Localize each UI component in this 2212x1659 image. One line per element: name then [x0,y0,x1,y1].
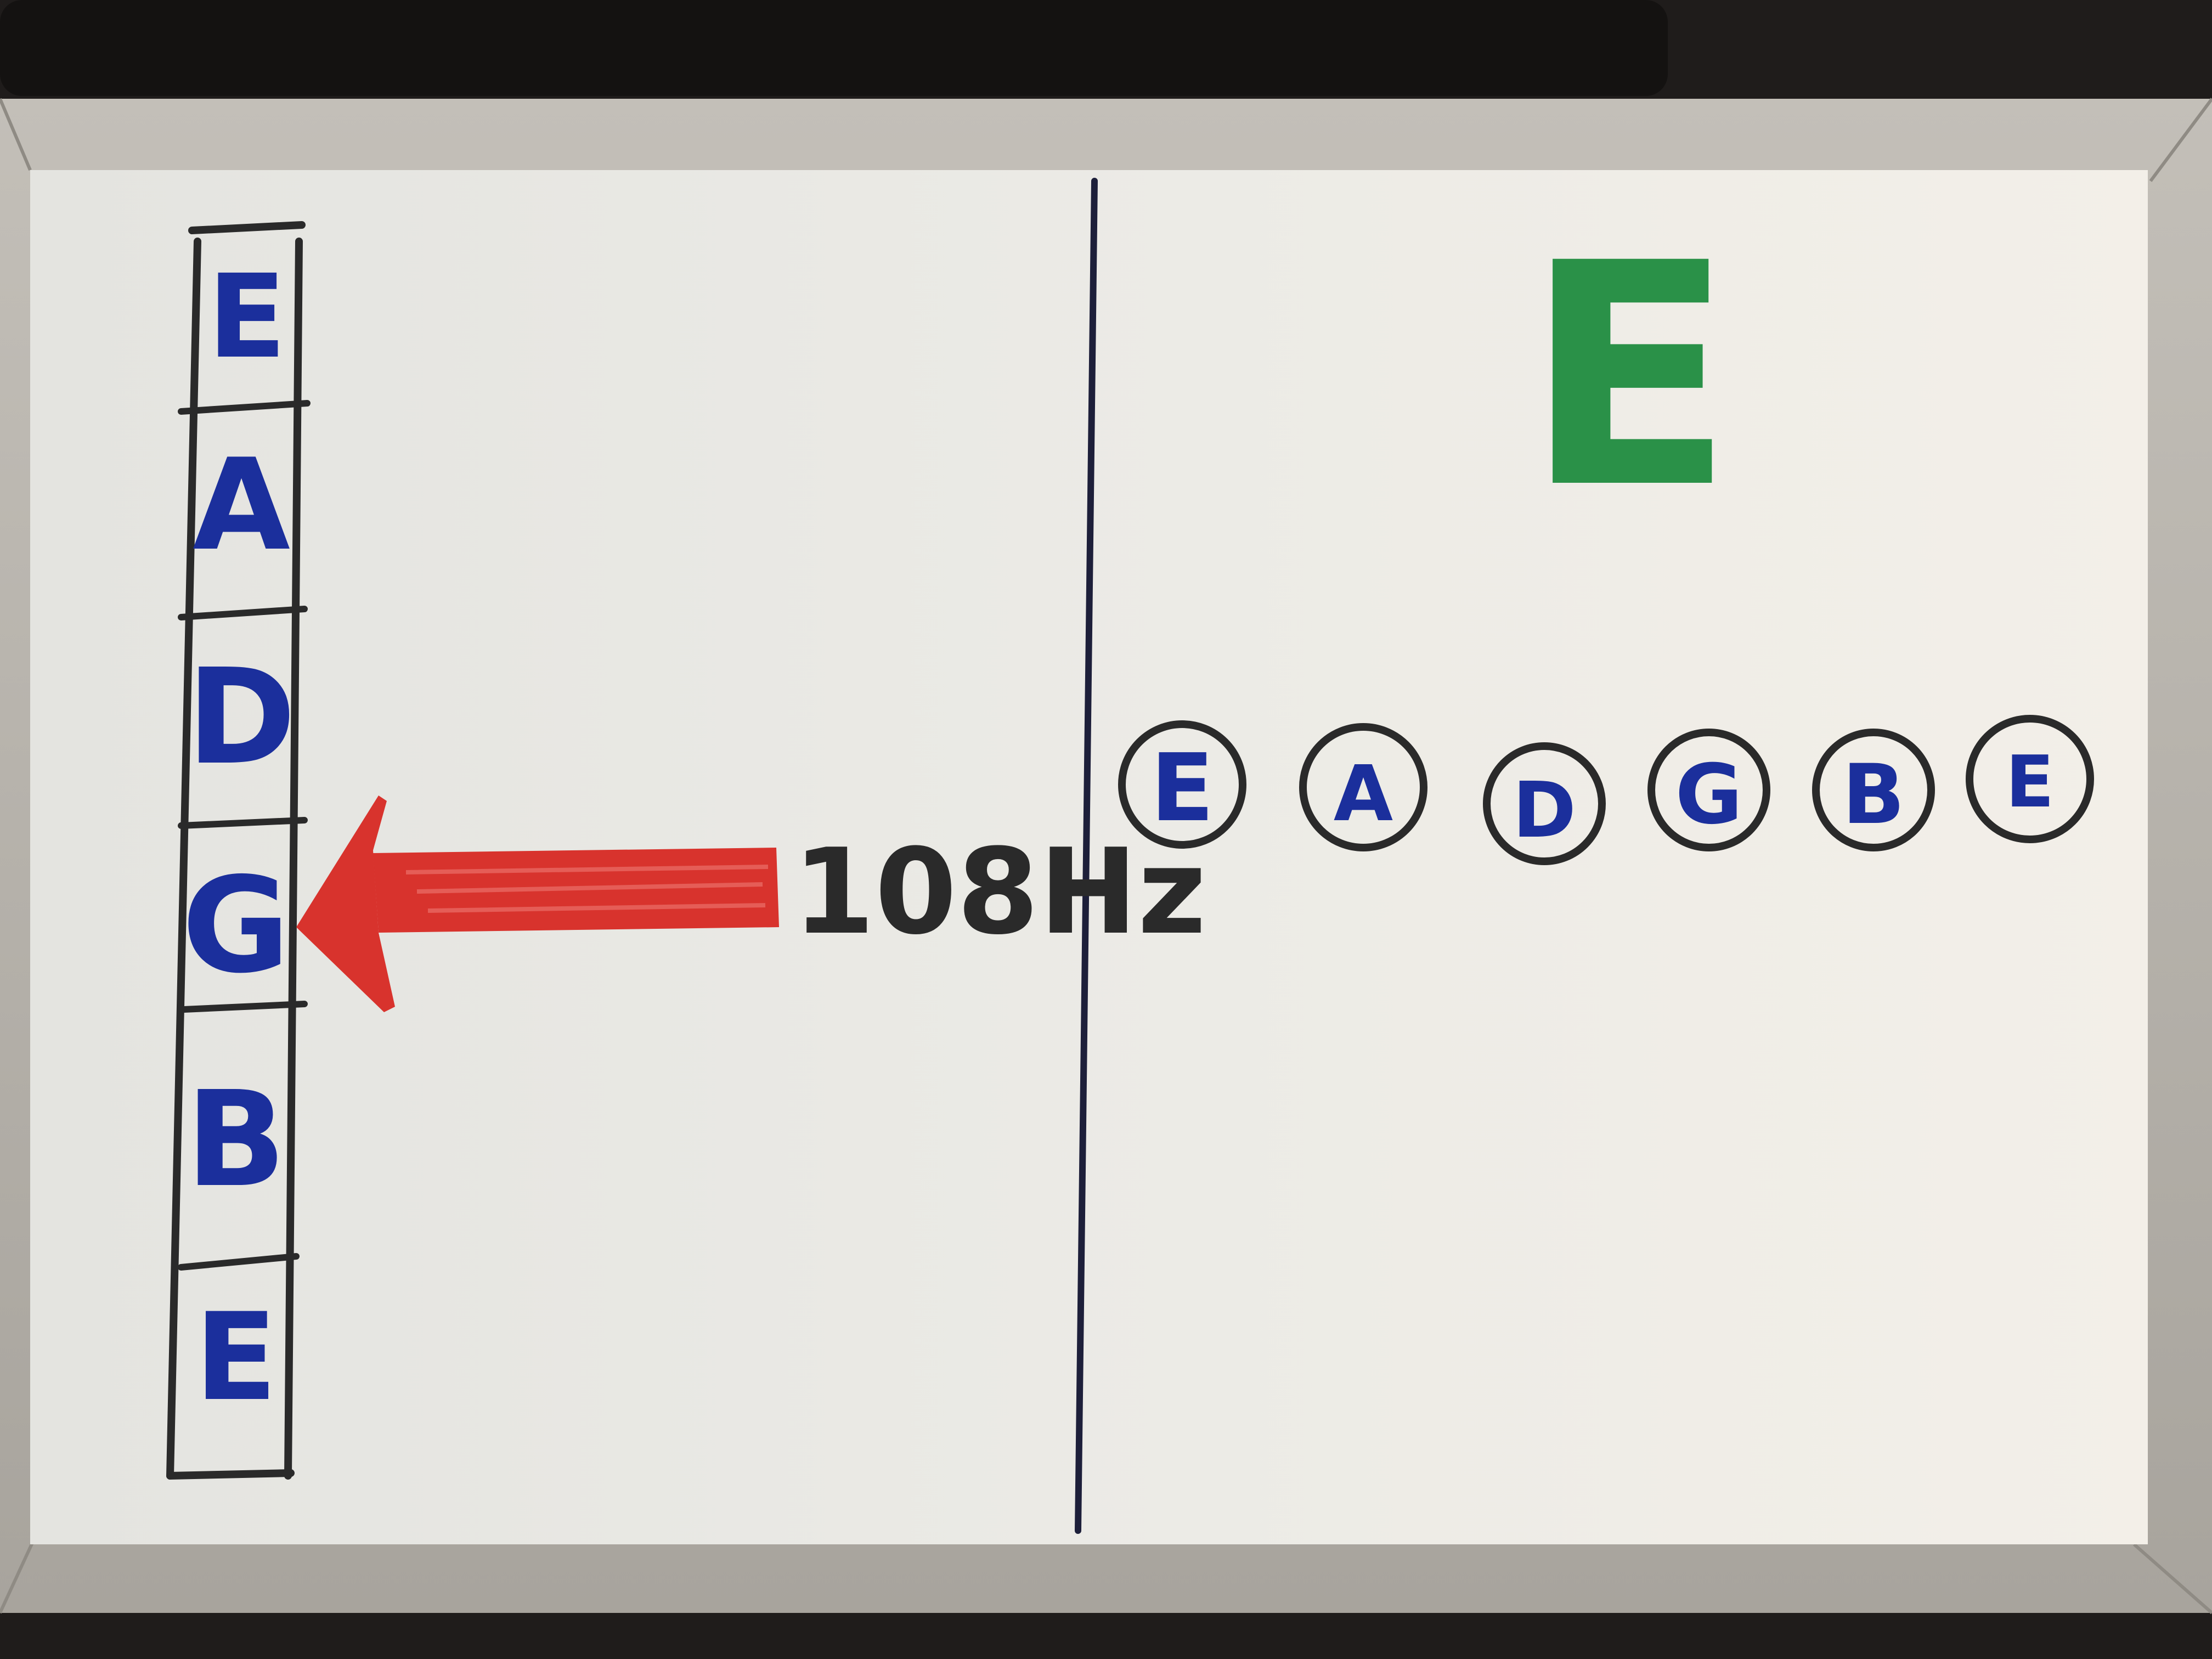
string-letter: E [195,1287,277,1427]
string-column-left-border [166,238,201,1480]
frame-bevel-bl [0,1541,35,1614]
string-letter: B [186,1063,286,1216]
note-circle [1483,742,1606,865]
frame-bevel-br [2133,1543,2212,1615]
cell-divider [178,606,308,620]
red-arrow-streaks [405,865,769,913]
cell-divider-top [188,221,306,234]
note-circle [1647,729,1770,851]
note-letter: B [1842,747,1905,843]
frame-bevel-tr [2149,98,2212,182]
frequency-label: 108Hz [793,823,1206,961]
note-circle [1966,715,2094,843]
red-arrow-head [296,795,395,1012]
note-circle [1299,723,1427,851]
string-letter: D [187,640,296,794]
string-column: E A D G B E [166,221,311,1480]
note-circle [1812,729,1935,851]
note-letter: G [1675,747,1742,843]
frame-bevel-tl [0,98,32,171]
cell-divider [178,400,311,415]
string-letter: E [207,250,286,384]
string-letter: G [182,849,290,1002]
string-column-right-border [284,238,303,1480]
note-letter: D [1513,766,1576,855]
note-circle [1118,720,1246,849]
note-letter: E [2006,740,2055,823]
note-letter: E [1150,734,1214,843]
red-arrow [296,795,779,1012]
divider-line [1075,178,1098,1534]
string-letter: A [193,432,290,579]
circled-notes-row: E A D G B E [1118,715,2094,865]
big-green-letter: E [1525,198,1735,556]
cell-divider [180,1001,308,1013]
cell-divider-bottom [166,1469,295,1480]
cell-divider [178,817,308,829]
dark-object-top [0,0,1668,96]
note-letter: A [1334,749,1393,839]
cell-divider [178,1253,300,1271]
